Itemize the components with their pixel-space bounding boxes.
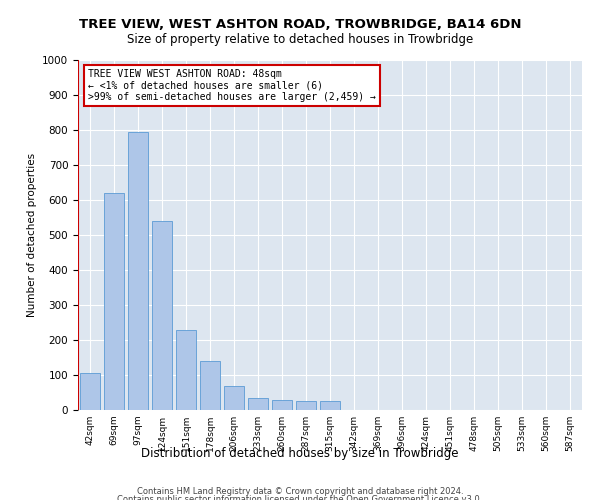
Bar <box>320 401 340 410</box>
Bar <box>224 386 244 410</box>
Text: Distribution of detached houses by size in Trowbridge: Distribution of detached houses by size … <box>141 448 459 460</box>
Y-axis label: Number of detached properties: Number of detached properties <box>26 153 37 317</box>
Bar <box>296 401 316 410</box>
Text: Contains public sector information licensed under the Open Government Licence v3: Contains public sector information licen… <box>118 495 482 500</box>
Bar <box>128 132 148 410</box>
Text: Size of property relative to detached houses in Trowbridge: Size of property relative to detached ho… <box>127 32 473 46</box>
Bar <box>272 400 292 410</box>
Bar <box>80 372 100 410</box>
Bar <box>200 361 220 410</box>
Text: Contains HM Land Registry data © Crown copyright and database right 2024.: Contains HM Land Registry data © Crown c… <box>137 488 463 496</box>
Bar <box>176 330 196 410</box>
Bar <box>248 398 268 410</box>
Bar <box>152 221 172 410</box>
Bar <box>104 193 124 410</box>
Text: TREE VIEW, WEST ASHTON ROAD, TROWBRIDGE, BA14 6DN: TREE VIEW, WEST ASHTON ROAD, TROWBRIDGE,… <box>79 18 521 30</box>
Text: TREE VIEW WEST ASHTON ROAD: 48sqm
← <1% of detached houses are smaller (6)
>99% : TREE VIEW WEST ASHTON ROAD: 48sqm ← <1% … <box>88 69 376 102</box>
